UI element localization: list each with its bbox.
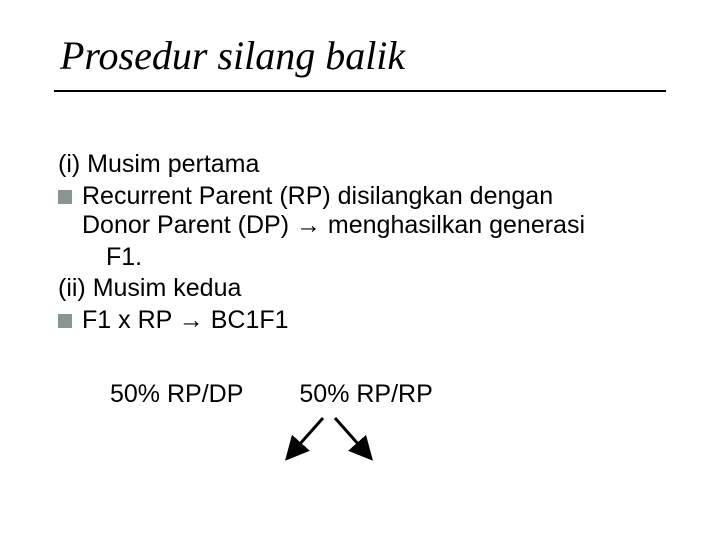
line-i: (i) Musim pertama: [58, 150, 668, 180]
split-right: 50% RP/RP: [299, 380, 432, 409]
split-left: 50% RP/DP: [110, 380, 243, 409]
title-underline: [54, 90, 666, 92]
bullet-1-line-b: Donor Parent (DP) → menghasilkan generas…: [82, 211, 585, 239]
split-row: 50% RP/DP 50% RP/RP: [110, 380, 433, 409]
slide-title: Prosedur silang balik: [60, 32, 660, 79]
body-text: (i) Musim pertama Recurrent Parent (RP) …: [58, 150, 668, 337]
bullet-1-line-c: F1.: [58, 243, 668, 273]
bullet-1-line-a: Recurrent Parent (RP) disilangkan dengan: [82, 182, 553, 210]
arrow-left-icon: [291, 418, 323, 454]
bullet-1-text: Recurrent Parent (RP) disilangkan dengan…: [82, 182, 668, 241]
square-bullet-icon: [58, 314, 72, 328]
bullet-2: F1 x RP → BC1F1: [58, 306, 668, 336]
split-arrows-icon: [275, 412, 395, 467]
bullet-2-text: F1 x RP → BC1F1: [82, 306, 668, 336]
bullet-2-line: F1 x RP → BC1F1: [82, 306, 289, 334]
arrow-right-icon: [335, 418, 367, 454]
line-ii: (ii) Musim kedua: [58, 274, 668, 304]
bullet-1: Recurrent Parent (RP) disilangkan dengan…: [58, 182, 668, 241]
square-bullet-icon: [58, 190, 72, 204]
slide: Prosedur silang balik (i) Musim pertama …: [0, 0, 720, 540]
